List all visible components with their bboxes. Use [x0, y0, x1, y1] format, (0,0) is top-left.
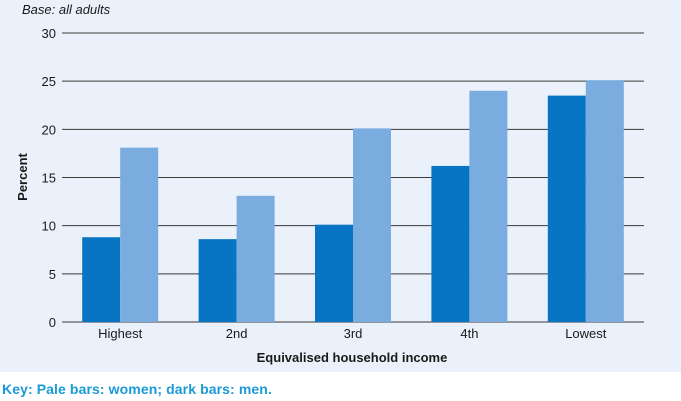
base-note: Base: all adults	[22, 2, 111, 17]
x-tick-label: Lowest	[565, 326, 607, 341]
bar-women-3	[469, 90, 508, 322]
bar-men-1	[198, 239, 237, 322]
y-tick-label: 5	[49, 267, 56, 282]
bar-women-0	[120, 147, 159, 322]
bar-women-2	[353, 128, 391, 322]
bar-men-2	[315, 224, 353, 322]
x-tick-label: 3rd	[344, 326, 363, 341]
x-axis-title: Equivalised household income	[257, 350, 448, 365]
y-tick-label: 15	[42, 171, 56, 186]
y-tick-label: 30	[42, 26, 56, 41]
y-tick-labels: 0 5 10 15 20 25 30	[42, 26, 56, 330]
y-tick-label: 20	[42, 122, 56, 137]
x-tick-label: 4th	[460, 326, 478, 341]
bar-men-3	[431, 165, 470, 322]
y-axis-title: Percent	[15, 152, 30, 200]
bar-men-4	[547, 95, 586, 322]
bar-men-0	[82, 237, 121, 322]
x-tick-labels: Highest 2nd 3rd 4th Lowest	[98, 326, 607, 341]
y-tick-label: 0	[49, 315, 56, 330]
x-tick-label: Highest	[98, 326, 142, 341]
bar-women-1	[236, 195, 275, 322]
chart-figure: Base: all adults 0 5 10 15 20 25 30 Highest 2nd…	[0, 0, 681, 372]
bar-women-4	[585, 80, 624, 322]
x-tick-label: 2nd	[226, 326, 248, 341]
y-tick-label: 25	[42, 74, 56, 89]
y-tick-label: 10	[42, 219, 56, 234]
bar-chart: Base: all adults 0 5 10 15 20 25 30 Highest 2nd…	[15, 2, 644, 365]
bars	[82, 80, 624, 322]
key-caption: Key: Pale bars: women; dark bars: men.	[2, 381, 272, 397]
